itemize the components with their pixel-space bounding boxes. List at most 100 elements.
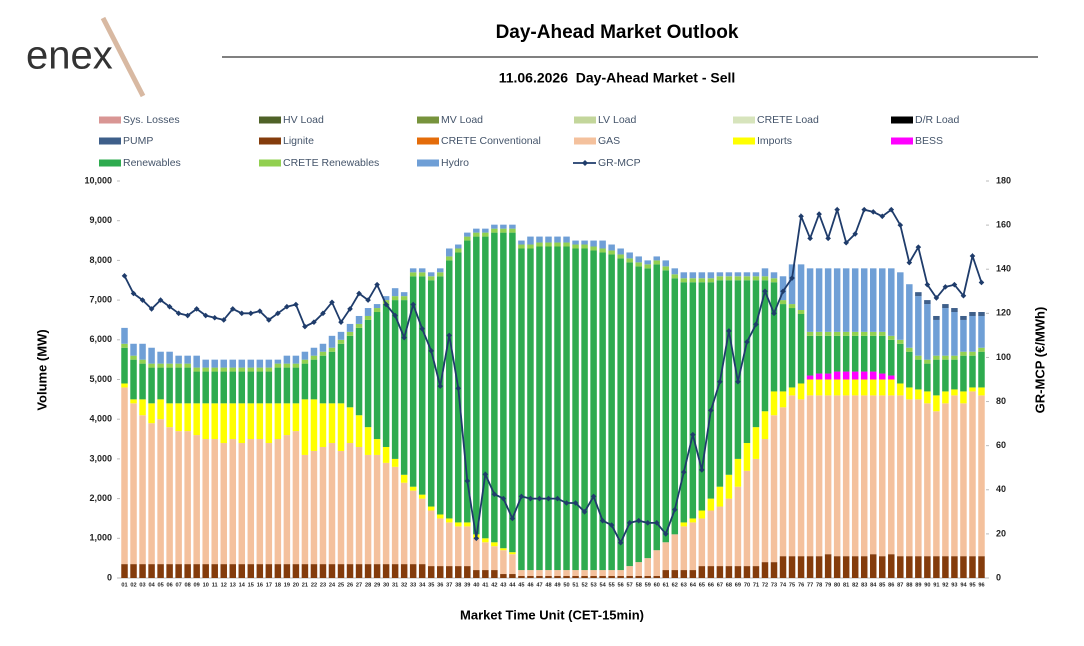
bar-segment	[545, 242, 552, 247]
bar-segment	[897, 383, 904, 396]
legend-label: GR-MCP	[598, 157, 641, 169]
bar-segment	[725, 474, 733, 499]
bar-segment	[418, 498, 426, 565]
bar-segment	[563, 246, 570, 571]
mcp-marker	[193, 306, 200, 312]
bar-segment	[572, 244, 579, 249]
bar-segment	[879, 331, 886, 336]
bar-segment	[653, 550, 660, 577]
bar-segment	[626, 576, 633, 578]
bar-segment	[139, 363, 146, 400]
mcp-marker	[653, 520, 660, 526]
bar-segment	[806, 375, 814, 380]
bar-segment	[247, 564, 255, 578]
y2-tick-label: 160	[996, 219, 1011, 229]
bar-segment	[581, 570, 588, 577]
bar-segment	[969, 391, 976, 557]
y2-tick-label: 40	[996, 484, 1006, 494]
bar-segment	[969, 351, 976, 356]
bar-segment	[608, 576, 615, 578]
bar-segment	[716, 272, 724, 277]
bar-segment	[833, 331, 841, 336]
bar-segment	[301, 399, 309, 455]
bar-segment	[842, 335, 850, 372]
bar-segment	[346, 331, 354, 336]
legend-swatch	[99, 137, 121, 145]
y-tick-label: 3,000	[89, 453, 112, 463]
bar-segment	[924, 300, 931, 305]
x-tick-label: 12	[221, 582, 227, 588]
bar-segment	[842, 268, 850, 332]
bar-segment	[391, 296, 399, 301]
bar-segment	[148, 564, 155, 578]
x-tick-label: 44	[509, 582, 516, 588]
bar-segment	[473, 538, 480, 571]
bar-segment	[446, 566, 453, 578]
bar-segment	[509, 232, 516, 553]
bar-segment	[644, 576, 651, 578]
bar-segment	[292, 355, 300, 364]
bar-segment	[436, 518, 444, 567]
bar-segment	[869, 379, 877, 396]
bar-segment	[491, 224, 498, 229]
y-tick-label: 0	[107, 572, 112, 582]
bar-segment	[599, 252, 606, 571]
bar-segment	[319, 351, 327, 356]
bar-segment	[202, 371, 209, 404]
x-tick-label: 91	[933, 582, 939, 588]
bar-segment	[265, 443, 273, 565]
bar-segment	[860, 335, 868, 372]
x-tick-label: 77	[807, 582, 813, 588]
bar-segment	[446, 256, 453, 261]
bar-segment	[698, 518, 706, 567]
bar-segment	[409, 272, 417, 277]
bar-segment	[473, 236, 480, 535]
mcp-marker	[437, 383, 444, 389]
bar-segment	[500, 224, 507, 229]
bar-segment	[662, 266, 670, 271]
bar-segment	[734, 566, 742, 578]
bar-segment	[491, 228, 498, 233]
bar-segment	[229, 371, 237, 404]
bar-segment	[617, 570, 624, 577]
bar-segment	[942, 359, 949, 392]
legend-marker	[582, 160, 588, 166]
bar-segment	[130, 399, 137, 404]
bar-segment	[211, 439, 218, 565]
bar-segment	[906, 399, 913, 557]
bar-segment	[851, 268, 859, 332]
mcp-marker	[211, 314, 218, 321]
bar-segment	[860, 395, 868, 557]
bar-segment	[265, 367, 273, 372]
mcp-marker	[464, 478, 471, 484]
bar-segment	[888, 268, 895, 336]
bar-segment	[310, 399, 318, 451]
bar-segment	[761, 411, 769, 440]
x-tick-label: 86	[888, 582, 894, 588]
bar-segment	[815, 373, 823, 380]
bar-segment	[788, 304, 796, 309]
bar-segment	[788, 308, 796, 388]
bar-segment	[707, 282, 715, 499]
bar-segment	[391, 288, 399, 297]
bar-segment	[698, 272, 706, 279]
bar-segment	[969, 312, 976, 316]
bar-segment	[220, 367, 227, 372]
bar-segment	[455, 522, 462, 527]
bar-segment	[897, 272, 904, 340]
x-tick-label: 81	[843, 582, 849, 588]
mcp-marker	[166, 303, 173, 310]
mcp-marker	[365, 297, 371, 303]
x-tick-label: 93	[951, 582, 957, 588]
bar-segment	[978, 347, 985, 352]
bar-segment	[382, 446, 390, 463]
y-tick-label: 1,000	[89, 533, 112, 543]
x-tick-label: 37	[446, 582, 452, 588]
bar-segment	[743, 272, 751, 277]
x-tick-label: 96	[978, 582, 984, 588]
mcp-marker	[148, 306, 155, 312]
bar-segment	[139, 399, 146, 416]
bar-segment	[942, 355, 949, 360]
bar-segment	[121, 564, 128, 578]
bar-segment	[626, 566, 633, 577]
